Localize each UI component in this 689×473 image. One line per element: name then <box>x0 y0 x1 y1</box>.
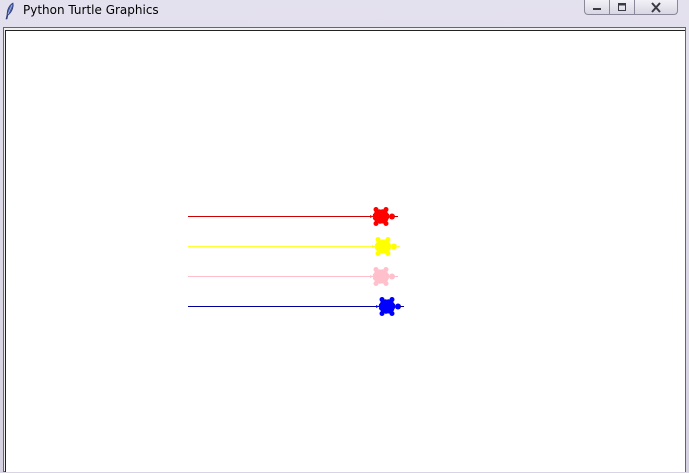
minimize-icon <box>593 8 601 10</box>
close-button[interactable] <box>635 0 678 15</box>
title-bar[interactable]: Python Turtle Graphics <box>0 0 689 22</box>
maximize-icon <box>618 3 626 11</box>
window-title: Python Turtle Graphics <box>23 3 159 17</box>
window-controls <box>584 0 678 16</box>
turtle-icon <box>372 237 400 256</box>
maximize-button[interactable] <box>610 0 635 15</box>
minimize-button[interactable] <box>584 0 610 15</box>
turtle-icon <box>376 297 404 316</box>
turtle-icon <box>370 267 398 286</box>
turtle-drawing-layer <box>188 207 404 316</box>
feather-icon <box>5 2 14 20</box>
close-icon <box>651 1 661 13</box>
turtle-canvas[interactable] <box>5 30 685 472</box>
turtle-icon <box>370 207 398 226</box>
